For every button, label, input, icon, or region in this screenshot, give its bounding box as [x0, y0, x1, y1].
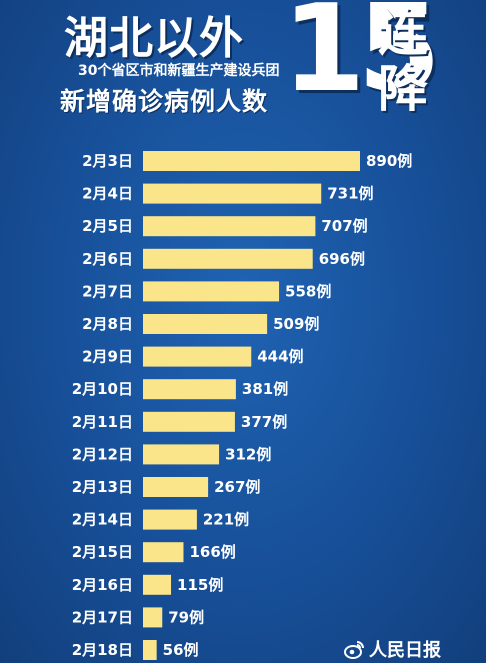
value-label: 221例 [203, 511, 249, 529]
bar [143, 607, 163, 628]
value-label: 707例 [321, 217, 367, 235]
category-label: 2月3日 [82, 152, 133, 170]
weibo-icon [344, 641, 364, 659]
category-label: 2月18日 [72, 641, 133, 659]
category-label: 2月4日 [82, 185, 133, 203]
bar [143, 281, 280, 302]
category-label: 2月7日 [82, 282, 133, 300]
category-label: 2月11日 [72, 413, 133, 431]
category-label: 2月14日 [72, 511, 133, 529]
value-label: 509例 [273, 315, 319, 333]
bar [143, 346, 252, 367]
bar [143, 248, 313, 269]
bar [143, 314, 268, 334]
value-label: 115例 [177, 576, 223, 594]
header-subtitle-metric: 新增确诊病例人数 [60, 87, 269, 116]
category-label: 2月16日 [72, 576, 133, 594]
bar [143, 574, 172, 595]
value-label: 696例 [319, 250, 365, 268]
value-label: 381例 [242, 380, 288, 398]
category-label: 2月9日 [82, 348, 133, 366]
header-word-jiang: 降 [378, 60, 428, 118]
category-label: 2月12日 [72, 445, 133, 463]
header-big-number: 15 [282, 0, 441, 119]
category-label: 2月13日 [72, 478, 133, 496]
value-label: 267例 [214, 478, 260, 496]
header-word-lian: 连 [378, 4, 428, 62]
value-label: 56例 [163, 641, 199, 659]
publisher-logo: 人民日报 [343, 637, 483, 661]
header: 湖北以外 30个省区市和新疆生产建设兵团 新增确诊病例人数 15 连 降 [0, 0, 486, 150]
bar [143, 542, 184, 563]
value-label: 558例 [285, 282, 331, 300]
bar [143, 444, 220, 465]
value-label: 377例 [241, 413, 287, 431]
category-label: 2月8日 [82, 315, 133, 333]
value-label: 890例 [366, 152, 412, 170]
bar [143, 509, 197, 530]
value-label: 79例 [168, 608, 204, 626]
bar [143, 640, 157, 660]
value-label: 444例 [257, 348, 303, 366]
category-label: 2月17日 [72, 608, 133, 626]
category-label: 2月10日 [72, 380, 133, 398]
bar [143, 477, 209, 497]
value-label: 166例 [189, 543, 235, 561]
category-label: 2月15日 [72, 543, 133, 561]
bar [143, 216, 316, 237]
bar [143, 151, 360, 171]
header-subtitle-regions: 30个省区市和新疆生产建设兵团 [78, 63, 280, 79]
publisher-name: 人民日报 [369, 640, 441, 661]
value-label: 731例 [327, 185, 373, 203]
category-label: 2月5日 [82, 217, 133, 235]
category-label: 2月6日 [82, 250, 133, 268]
bar [143, 379, 236, 400]
bar [143, 411, 235, 432]
header-title: 湖北以外 [64, 13, 244, 64]
bar [143, 183, 322, 204]
value-label: 312例 [225, 445, 271, 463]
